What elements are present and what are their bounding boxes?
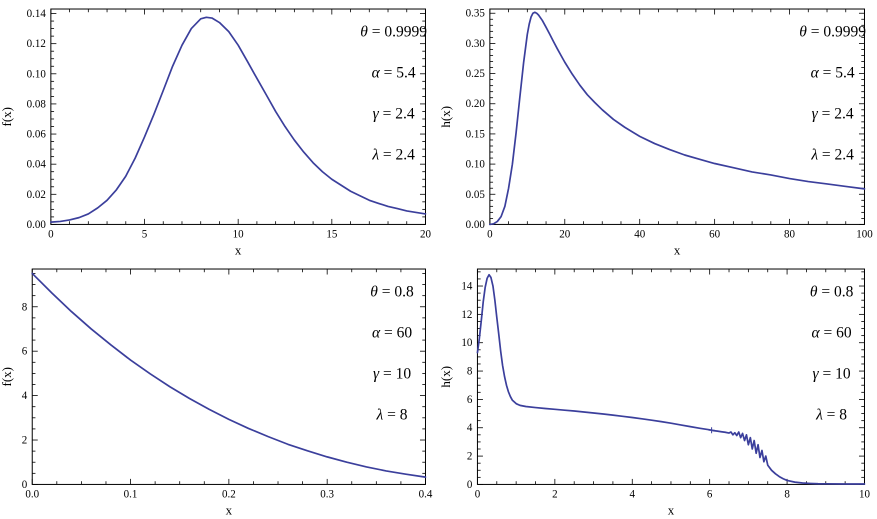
parameter-annotation: α = 5.4 (810, 65, 854, 82)
y-tick-label: 4 (22, 390, 28, 402)
parameter-annotation: γ = 2.4 (373, 105, 415, 122)
y-tick-label: 0.35 (465, 8, 485, 20)
y-tick-label: 0.06 (27, 129, 47, 141)
plot-frame (50, 8, 426, 225)
x-tick-label: 0.2 (222, 488, 236, 500)
parameter-annotation: θ = 0.8 (370, 283, 414, 300)
y-tick-label: 0.05 (465, 189, 485, 201)
parameter-annotation: α = 60 (811, 324, 851, 341)
parameter-annotation: γ = 10 (373, 365, 411, 382)
x-tick-label: 10 (233, 228, 244, 240)
y-tick-label: 0.08 (27, 98, 47, 110)
y-tick-label: 0.30 (465, 38, 485, 50)
parameter-annotation: θ = 0.9999 (360, 24, 427, 41)
x-axis-label: x (226, 502, 233, 517)
panel-pdf-set-2: 0.0 0.1 0.2 0.3 0.4 0 2 4 6 8 θ = 0.8 α = 60 γ = 10 λ… (0, 260, 439, 519)
parameter-annotation: λ = 8 (376, 406, 408, 423)
parameter-annotation: λ = 2.4 (371, 146, 415, 163)
y-tick-label: 2 (22, 434, 27, 446)
x-axis-label: x (235, 242, 242, 257)
y-tick-label: 0 (466, 478, 472, 490)
panel-hazard-set-2: 0 2 4 6 8 10 0 2 4 6 8 10 12 14 θ = 0.8 α = 60 γ = 10 λ =… (439, 260, 877, 519)
plot-frame (476, 268, 865, 485)
parameter-annotation: γ = 10 (812, 365, 850, 382)
parameter-annotation: θ = 0.8 (809, 283, 853, 300)
parameter-annotation: γ = 2.4 (811, 105, 853, 122)
y-tick-label: 6 (22, 345, 28, 357)
parameter-annotation: α = 5.4 (372, 65, 416, 82)
x-tick-label: 5 (142, 228, 148, 240)
plot-curve (488, 11, 865, 226)
x-tick-label: 0 (48, 228, 54, 240)
y-axis-label: f(x) (0, 107, 14, 127)
plus-marker (708, 426, 715, 433)
x-tick-label: 0.3 (320, 488, 334, 500)
y-axis-label: h(x) (439, 365, 453, 387)
y-tick-label: 14 (461, 280, 472, 292)
y-tick-label: 2 (466, 450, 471, 462)
parameter-annotation: α = 60 (372, 324, 412, 341)
y-tick-label: 6 (466, 393, 472, 405)
panel-pdf-set-1: 0 5 10 15 20 0.00 0.02 0.04 0.06 0.08 0.10 0.12 0.14… (0, 0, 439, 260)
hazard-plot-set-2: 0 2 4 6 8 10 0 2 4 6 8 10 12 14 θ = 0.8 α = 60 γ = 10 λ =… (439, 268, 870, 517)
x-tick-label: 20 (559, 228, 570, 240)
x-tick-label: 100 (856, 228, 873, 240)
x-tick-label: 15 (326, 228, 337, 240)
y-tick-label: 0.00 (27, 219, 47, 231)
y-tick-label: 0.04 (27, 159, 47, 171)
panel-hazard-set-1: 0 20 40 60 80 100 0.00 0.05 0.10 0.15 0.20 0.25 0.30… (439, 0, 877, 260)
plot-curve (50, 16, 427, 223)
x-tick-label: 60 (709, 228, 720, 240)
y-tick-label: 8 (466, 365, 472, 377)
parameter-annotation: λ = 2.4 (810, 146, 854, 163)
y-tick-label: 0.10 (465, 159, 485, 171)
hazard-plot-set-1: 0 20 40 60 80 100 0.00 0.05 0.10 0.15 0.20 0.25 0.30… (439, 8, 873, 258)
x-tick-label: 0.0 (25, 488, 39, 500)
pdf-plot-set-2: 0.0 0.1 0.2 0.3 0.4 0 2 4 6 8 θ = 0.8 α = 60 γ = 10 λ… (0, 268, 433, 517)
y-tick-label: 0.15 (465, 128, 485, 140)
y-tick-label: 4 (466, 422, 472, 434)
x-tick-label: 4 (629, 488, 635, 500)
plot-frame (31, 268, 426, 485)
plot-frame (488, 8, 865, 225)
x-tick-label: 0 (487, 228, 493, 240)
x-tick-label: 10 (858, 488, 869, 500)
y-tick-label: 0.20 (465, 98, 485, 110)
y-tick-label: 0.00 (465, 219, 485, 231)
y-tick-label: 8 (22, 301, 28, 313)
x-tick-label: 40 (634, 228, 645, 240)
x-axis-label: x (667, 502, 674, 517)
x-tick-label: 0 (474, 488, 480, 500)
pdf-plot-set-1: 0 5 10 15 20 0.00 0.02 0.04 0.06 0.08 0.10 0.12 0.14… (0, 8, 431, 257)
y-tick-label: 0.12 (27, 38, 46, 50)
y-tick-label: 10 (461, 337, 472, 349)
y-tick-label: 0.10 (27, 68, 47, 80)
y-axis-label: h(x) (439, 106, 453, 128)
plot-curve (31, 272, 427, 478)
y-tick-label: 0.02 (27, 189, 46, 201)
y-tick-label: 12 (461, 308, 472, 320)
y-tick-label: 0 (22, 478, 28, 490)
x-tick-label: 8 (784, 488, 790, 500)
parameter-annotation: λ = 8 (815, 406, 847, 423)
plot-curve (476, 273, 865, 485)
x-tick-label: 0.1 (124, 488, 138, 500)
x-tick-label: 2 (552, 488, 557, 500)
parameter-annotation: θ = 0.9999 (799, 24, 866, 41)
y-tick-label: 0.14 (27, 8, 47, 20)
x-tick-label: 80 (784, 228, 795, 240)
x-axis-label: x (673, 242, 680, 257)
x-tick-label: 20 (420, 228, 431, 240)
x-tick-label: 0.4 (419, 488, 433, 500)
x-tick-label: 6 (706, 488, 712, 500)
y-tick-label: 0.25 (465, 68, 485, 80)
y-axis-label: f(x) (0, 366, 14, 386)
